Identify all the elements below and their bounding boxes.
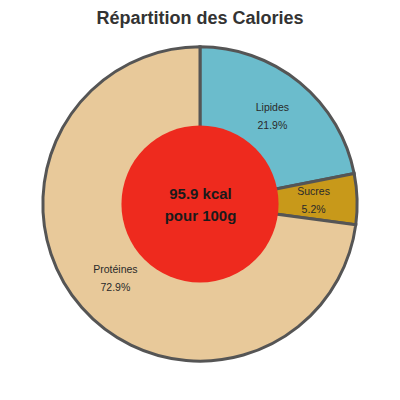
svg-text:Protéines: Protéines [93, 263, 137, 275]
svg-text:5.2%: 5.2% [302, 203, 326, 215]
html-text:Répartition des Calories: Répartition des Calories [96, 8, 304, 28]
svg-text:21.9%: 21.9% [257, 119, 287, 131]
svg-text:72.9%: 72.9% [101, 281, 131, 293]
svg-text:95.9 kcal: 95.9 kcal [169, 185, 232, 202]
svg-text:Sucres: Sucres [297, 185, 330, 197]
svg-text:Lipides: Lipides [256, 101, 289, 113]
svg-text:pour 100g: pour 100g [165, 207, 237, 224]
